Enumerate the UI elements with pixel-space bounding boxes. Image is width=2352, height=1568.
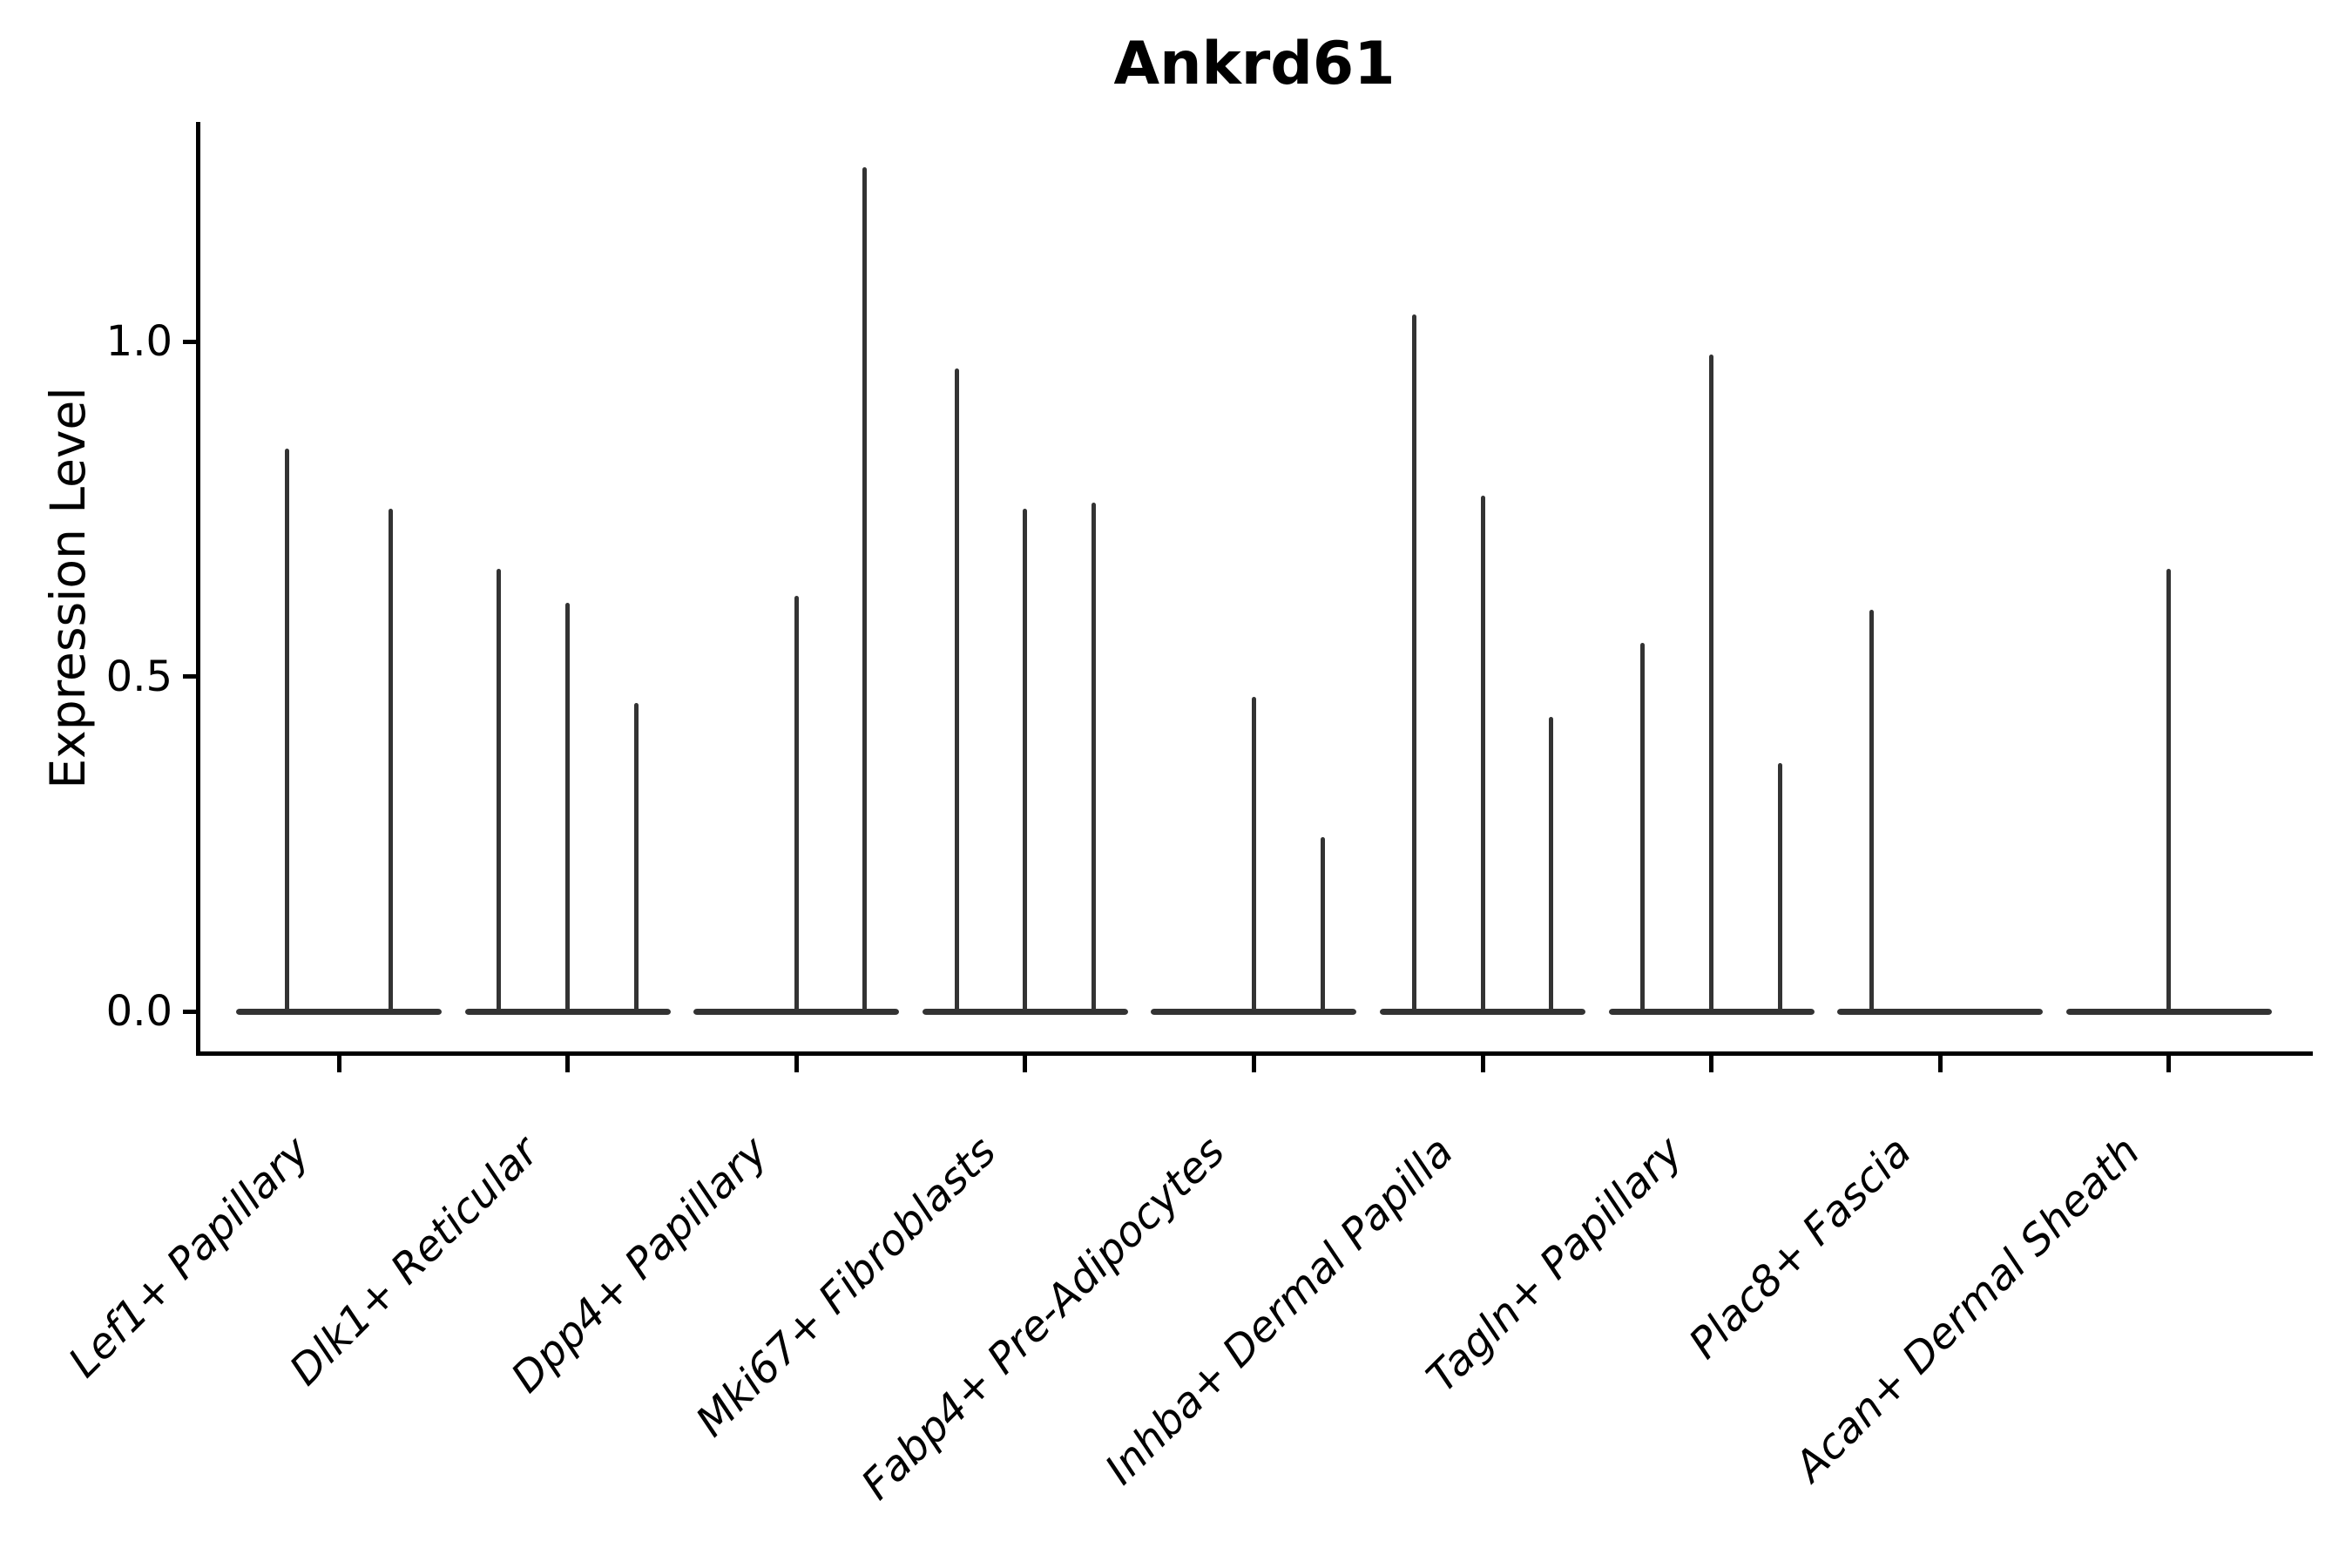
x-tick-label: Lef1+ Papillary [59,1127,320,1388]
x-tick-mark [1023,1056,1028,1072]
x-tick-mark [1937,1056,1943,1072]
violin-spike [1320,837,1325,1014]
y-axis-spine [196,122,200,1056]
y-tick-mark [183,674,197,679]
x-tick-mark [2166,1056,2172,1072]
x-tick-mark [565,1056,571,1072]
violin-spike [2166,569,2172,1014]
y-tick-label: 0.5 [105,652,172,701]
violin-spike [1709,355,1714,1014]
y-tick-label: 0.0 [105,987,172,1036]
violin-spike [954,368,959,1014]
violin-spike [1023,509,1028,1014]
violin-spike [497,569,502,1014]
violin-spike [1549,716,1554,1014]
x-tick-label: Dlk1+ Reticular [280,1127,549,1396]
violin-spike [862,167,868,1014]
y-tick-label: 1.0 [105,317,172,366]
violin-spike [1251,696,1256,1014]
violin-baseline [236,1008,442,1015]
y-tick-mark [183,339,197,344]
violin-spike [1640,643,1646,1014]
chart-title: Ankrd61 [1113,30,1396,98]
violin-spike [1777,763,1782,1014]
violin-spike [565,602,571,1014]
violin-spike [388,509,393,1014]
violin-spike [285,449,290,1014]
y-axis-label: Expression Level [40,387,96,789]
violin-spike [1480,495,1485,1014]
x-tick-mark [1480,1056,1485,1072]
x-tick-mark [336,1056,341,1072]
violin-spike [794,596,799,1014]
violin-spike [1411,314,1416,1014]
x-axis-spine [196,1051,2313,1056]
x-tick-mark [1251,1056,1256,1072]
x-tick-mark [794,1056,799,1072]
violin-spike [633,703,639,1014]
x-tick-label: Tagln+ Papillary [1416,1127,1693,1402]
x-tick-label: Plac8+ Fascia [1680,1127,1921,1369]
x-tick-label: Fabp4+ Pre-Adipocytes [852,1127,1234,1510]
violin-baseline [1837,1008,2044,1015]
violin-spike [1869,609,1874,1014]
y-tick-mark [183,1009,197,1014]
violin-spike [1092,502,1097,1014]
x-tick-mark [1709,1056,1714,1072]
